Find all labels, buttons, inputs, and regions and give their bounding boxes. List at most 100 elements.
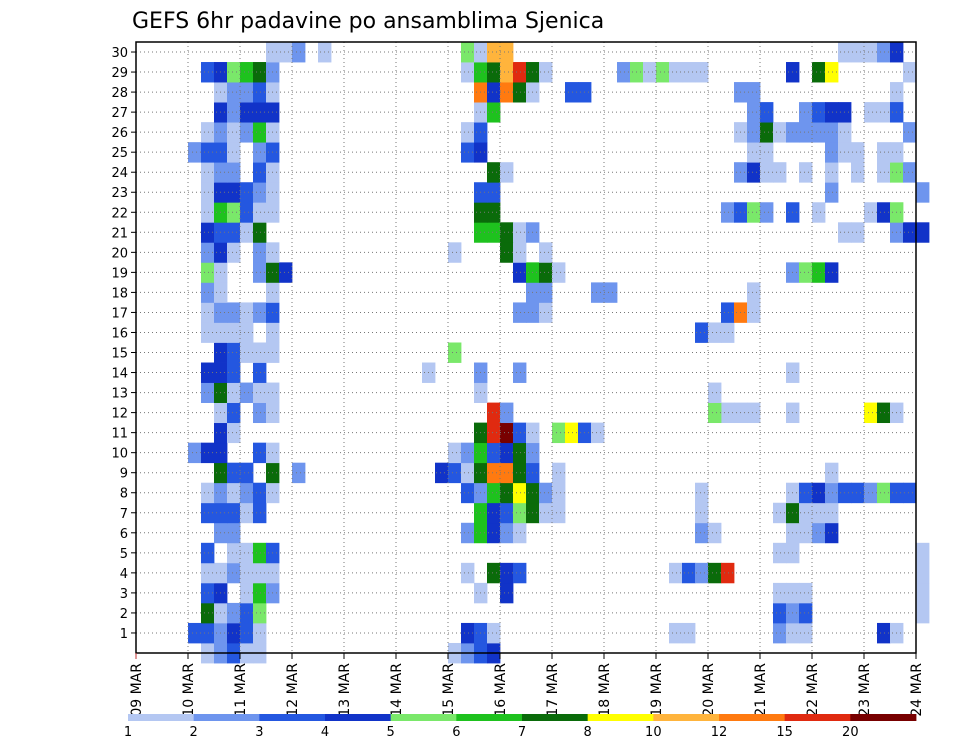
precip-cell	[513, 82, 527, 103]
y-tick-label: 5	[120, 547, 128, 562]
precip-cell	[240, 82, 254, 103]
precip-cell	[188, 142, 202, 163]
precip-cell	[461, 62, 475, 83]
precip-cell	[253, 442, 267, 464]
precip-cell	[201, 582, 215, 604]
precip-cell	[227, 462, 241, 484]
precip-cell	[240, 502, 254, 524]
precip-cell	[812, 62, 826, 83]
precip-cell	[851, 162, 865, 183]
precip-cell	[201, 562, 215, 584]
precip-cell	[253, 122, 267, 143]
y-tick-label: 25	[111, 146, 128, 161]
precip-cell	[500, 242, 514, 263]
x-tick-label: 20 MAR	[701, 663, 717, 717]
precip-cell	[773, 602, 787, 624]
colorbar-label: 12	[711, 725, 728, 740]
precip-cell	[669, 62, 683, 83]
precip-cell	[747, 122, 761, 143]
precip-cell	[916, 182, 930, 203]
precip-cell	[253, 182, 267, 203]
x-tick-label: 22 MAR	[805, 663, 821, 717]
precip-cell	[253, 582, 267, 604]
colorbar-label: 10	[645, 725, 662, 740]
x-tick-label: 12 MAR	[285, 663, 301, 717]
y-tick-label: 2	[120, 607, 128, 622]
chart-title: GEFS 6hr padavine po ansamblima Sjenica	[132, 9, 604, 34]
precip-cell	[825, 502, 839, 524]
y-tick-label: 15	[111, 347, 128, 362]
y-tick-label: 16	[111, 326, 128, 341]
y-tick-label: 9	[120, 467, 128, 482]
precip-cell	[487, 82, 501, 103]
precip-cell	[552, 422, 566, 444]
y-tick-label: 10	[111, 447, 128, 462]
precip-cell	[539, 502, 553, 524]
precip-cell	[825, 522, 839, 544]
precip-cell	[253, 622, 267, 644]
precip-cell	[760, 102, 774, 123]
precip-cell	[851, 42, 865, 63]
precip-cell	[799, 522, 813, 544]
precip-cell	[812, 502, 826, 524]
precip-cell	[500, 162, 514, 183]
precip-cell	[500, 82, 514, 103]
precip-cell	[721, 202, 735, 223]
precip-cell	[825, 182, 839, 203]
precip-cell	[539, 482, 553, 504]
x-axis: 09 MAR 10 MAR 11 MAR 12 MAR 13 MAR 14 MAR 15 M…	[129, 653, 925, 717]
precip-cell	[201, 202, 215, 223]
precip-cell	[877, 622, 891, 644]
precip-cell	[825, 102, 839, 123]
precip-cell	[201, 182, 215, 203]
y-tick-label: 30	[111, 46, 128, 61]
x-tick-label: 14 MAR	[389, 663, 405, 717]
precip-cell	[903, 62, 917, 83]
precip-cell	[799, 602, 813, 624]
precip-cell	[500, 482, 514, 504]
precip-cell	[500, 522, 514, 544]
precip-cell	[201, 62, 215, 83]
precip-cell	[812, 262, 826, 283]
precip-cell	[201, 142, 215, 163]
precip-cell	[513, 422, 527, 444]
precip-cell	[877, 482, 891, 504]
precip-cell	[812, 102, 826, 123]
precip-cell	[643, 62, 657, 83]
colorbar-label: 8	[584, 725, 592, 740]
precip-cell	[812, 202, 826, 223]
precip-cell	[513, 222, 527, 243]
precip-cell	[552, 502, 566, 524]
precip-cell	[461, 522, 475, 544]
precip-cell	[903, 482, 917, 504]
precip-cell	[201, 302, 215, 323]
precip-cell	[903, 222, 917, 243]
precip-cell	[227, 522, 241, 544]
precip-cell	[916, 562, 930, 584]
precip-cell	[539, 302, 553, 323]
precip-cell	[695, 522, 709, 544]
y-tick-label: 27	[111, 106, 128, 121]
precip-cell	[461, 482, 475, 504]
precip-cell	[500, 442, 514, 464]
precip-cell	[799, 102, 813, 123]
precip-cell	[487, 422, 501, 444]
y-tick-label: 18	[111, 286, 128, 301]
precip-cell	[487, 62, 501, 83]
precip-cell	[461, 462, 475, 484]
precip-cell	[513, 522, 527, 544]
precip-cell	[552, 462, 566, 484]
precip-cell	[799, 482, 813, 504]
precip-cell	[708, 402, 722, 424]
precip-cell	[201, 162, 215, 183]
precip-cell	[903, 162, 917, 183]
precip-cell	[760, 162, 774, 183]
precip-cell	[695, 482, 709, 504]
precip-cell	[604, 282, 618, 303]
precip-cell	[201, 482, 215, 504]
precip-cell	[500, 562, 514, 584]
precip-cell	[513, 462, 527, 484]
precip-cell	[461, 442, 475, 464]
precip-cell	[201, 602, 215, 624]
precip-cell	[773, 122, 787, 143]
